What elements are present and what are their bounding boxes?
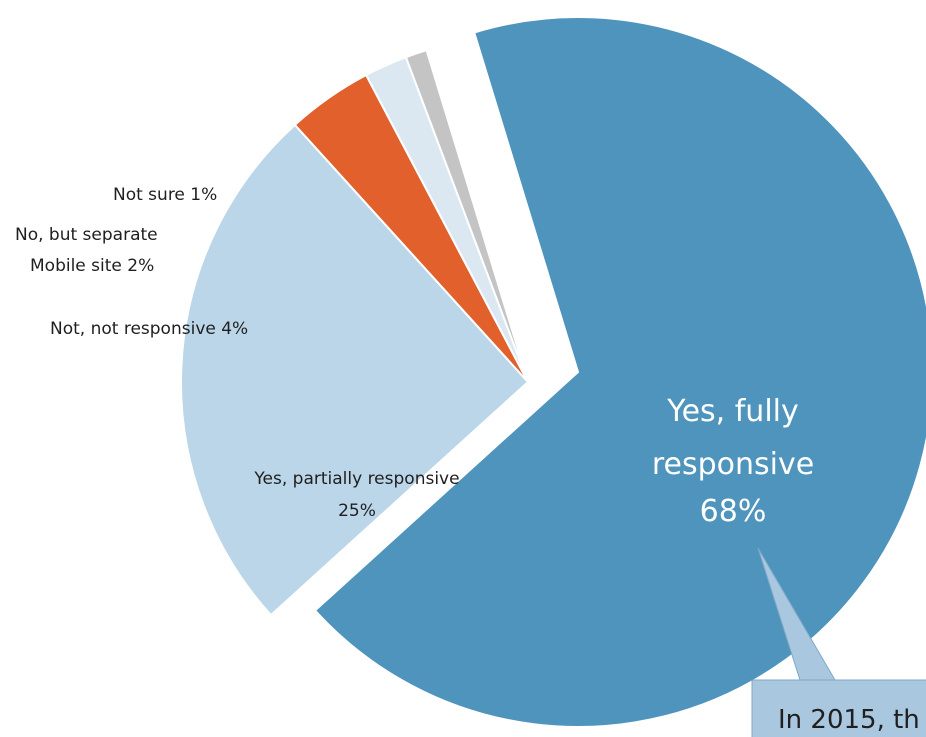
- label-fully-line1: Yes, fully: [666, 394, 799, 429]
- label-separate-line2: Mobile site 2%: [30, 256, 154, 276]
- label-partial-line1: Yes, partially responsive: [253, 469, 459, 489]
- callout-text: In 2015, th: [778, 705, 920, 735]
- callout-box: [751, 679, 926, 737]
- pie-slice-not-sure: [404, 48, 529, 383]
- label-separate-line1: No, but separate: [15, 225, 158, 245]
- label-not-sure: Not sure 1%: [113, 185, 217, 205]
- pie-slice-yes-partially-responsive: [180, 123, 530, 617]
- pie-slice-yes-fully-responsive: [313, 16, 926, 728]
- label-partial-pct: 25%: [338, 501, 376, 521]
- label-fully-line2: responsive: [652, 447, 814, 482]
- label-fully-pct: 68%: [700, 494, 767, 529]
- pie-slices: [180, 16, 926, 728]
- label-not-responsive: Not, not responsive 4%: [50, 319, 248, 339]
